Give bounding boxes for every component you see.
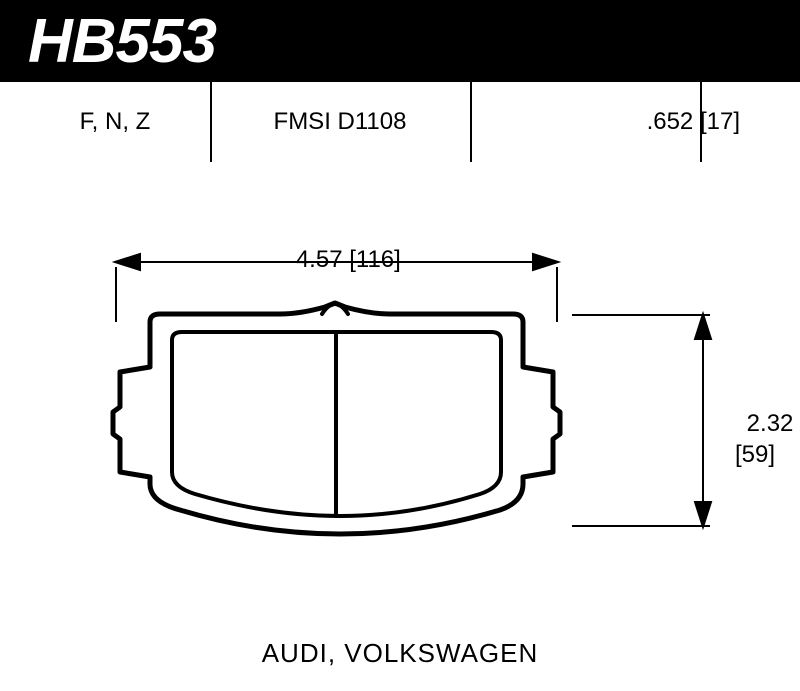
fitment-label: AUDI, VOLKSWAGEN <box>0 638 800 669</box>
spec-row: F, N, Z FMSI D1108 .652 [17] <box>0 82 800 162</box>
spec-compounds: F, N, Z <box>80 108 151 136</box>
part-number: HB553 <box>28 6 216 77</box>
spec-thickness: .652 [17] <box>647 108 740 136</box>
spec-thickness-cell: .652 [17] <box>470 82 800 162</box>
diagram-area: 4.57 [116] 2.32[59] <box>0 162 800 602</box>
width-dimension-label: 4.57 [116] <box>260 218 410 302</box>
spec-fmsi: FMSI D1108 <box>274 108 407 136</box>
height-dimension-label: 2.32[59] <box>720 377 790 502</box>
spec-fmsi-cell: FMSI D1108 <box>210 82 470 162</box>
header-bar: HB553 <box>0 0 800 82</box>
divider <box>700 82 702 162</box>
spec-compounds-cell: F, N, Z <box>0 82 210 162</box>
